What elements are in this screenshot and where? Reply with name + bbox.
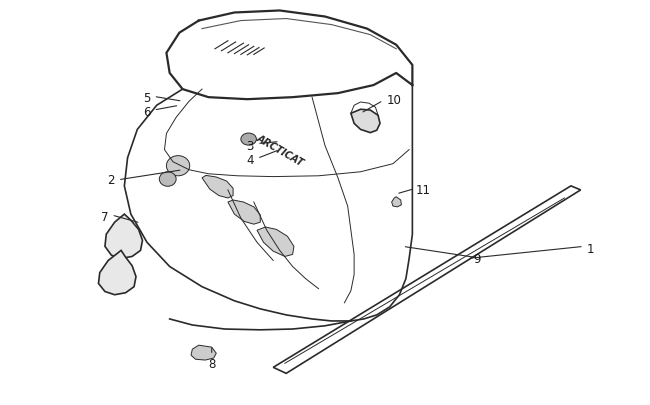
Polygon shape — [392, 197, 401, 207]
Polygon shape — [202, 176, 233, 198]
Text: 5: 5 — [143, 92, 150, 104]
Ellipse shape — [166, 156, 190, 176]
Polygon shape — [257, 228, 294, 257]
Text: 1: 1 — [587, 242, 595, 255]
Text: 11: 11 — [415, 184, 430, 197]
Text: 8: 8 — [208, 357, 215, 370]
Polygon shape — [273, 186, 580, 373]
Polygon shape — [98, 251, 136, 295]
Ellipse shape — [241, 134, 256, 146]
Text: ARCTICAT: ARCTICAT — [254, 133, 305, 168]
Polygon shape — [228, 200, 260, 225]
Text: 2: 2 — [107, 174, 114, 187]
Text: 3: 3 — [246, 140, 254, 153]
Text: 4: 4 — [246, 154, 254, 167]
Ellipse shape — [159, 173, 176, 187]
Text: 6: 6 — [143, 106, 150, 119]
Polygon shape — [105, 215, 142, 259]
Text: 10: 10 — [387, 94, 401, 107]
Polygon shape — [351, 110, 380, 133]
Polygon shape — [191, 345, 216, 360]
Text: 9: 9 — [473, 252, 480, 265]
Text: 7: 7 — [101, 210, 108, 223]
